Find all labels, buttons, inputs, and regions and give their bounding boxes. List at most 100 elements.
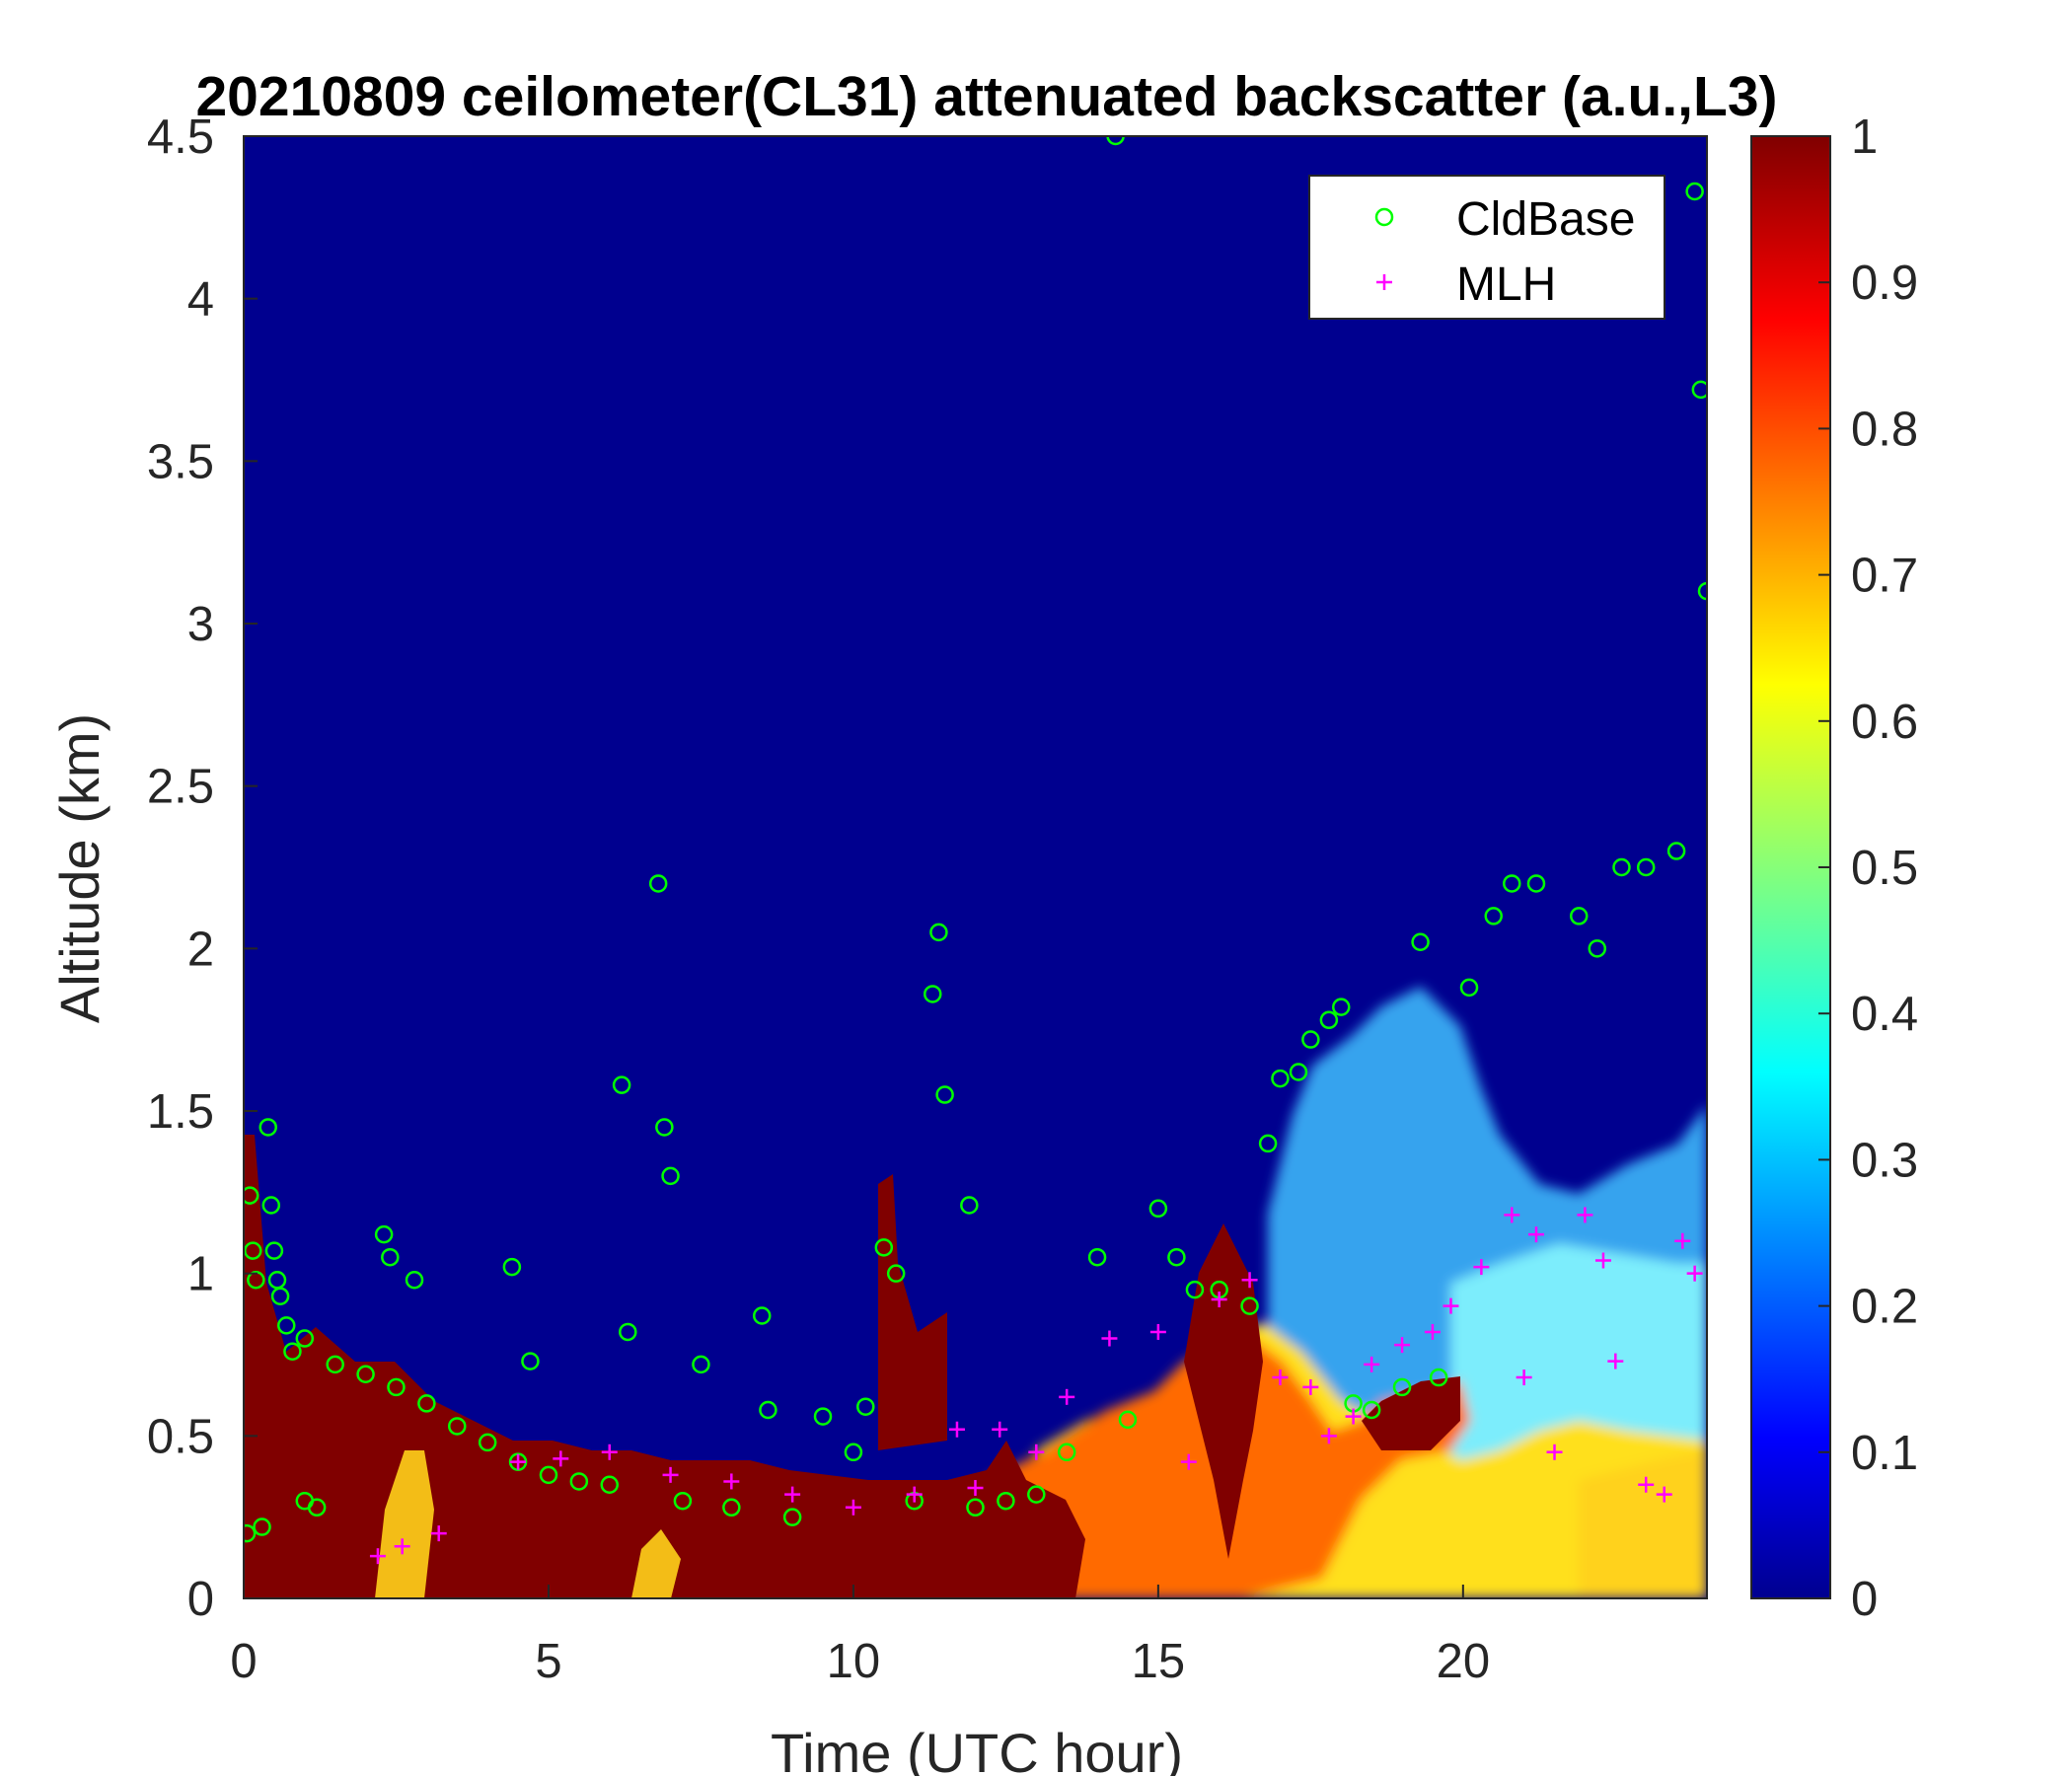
mlh-point: [1241, 1272, 1258, 1289]
cldbase-point: [381, 1247, 400, 1267]
mlh-point: [1424, 1323, 1441, 1340]
y-tick-label: 3: [187, 598, 214, 651]
mlh-point: [1345, 1408, 1362, 1425]
colorbar-tick-label: 0.1: [1851, 1427, 1918, 1480]
cldbase-point: [244, 1241, 262, 1260]
mlh-point: [369, 1548, 386, 1565]
colorbar-tick-label: 0: [1851, 1573, 1878, 1626]
cldbase-point: [387, 1377, 406, 1397]
cldbase-point: [1429, 1368, 1448, 1387]
cldbase-point: [874, 1238, 894, 1257]
mlh-point: [1149, 1323, 1166, 1340]
mlh-point: [1394, 1337, 1411, 1354]
mlh-point: [394, 1538, 410, 1555]
colorbar-tick-label: 0.9: [1851, 257, 1918, 310]
legend: CldBase MLH: [1308, 175, 1665, 320]
cldbase-point: [1588, 939, 1607, 958]
mlh-point: [601, 1443, 618, 1460]
cldbase-point: [374, 1224, 394, 1244]
mlh-point: [1320, 1428, 1337, 1444]
mlh-point: [1594, 1252, 1611, 1269]
plot-frame: [243, 135, 1708, 1599]
colorbar-tick-label: 0.6: [1851, 696, 1918, 749]
colorbar-tick-label: 0.7: [1851, 550, 1918, 603]
colorbar-tick-label: 0.5: [1851, 842, 1918, 895]
cldbase-point: [264, 1241, 284, 1260]
mlh-point: [1504, 1207, 1520, 1223]
mlh-point: [1302, 1378, 1319, 1395]
cldbase-point: [1027, 1485, 1046, 1504]
mlh-point: [1473, 1259, 1490, 1276]
cldbase-point: [1289, 1063, 1308, 1081]
y-tick-label: 0.5: [147, 1410, 214, 1463]
y-tick-label: 0: [187, 1573, 214, 1626]
cldbase-point: [1666, 842, 1686, 860]
cldbase-point: [1697, 581, 1707, 601]
cldbase-point: [1087, 1247, 1107, 1267]
mlh-point: [553, 1450, 569, 1467]
cldbase-point: [569, 1472, 589, 1491]
legend-mlh-marker: [1376, 274, 1392, 290]
mlh-point: [992, 1421, 1008, 1438]
cldbase-point: [1271, 1069, 1290, 1088]
cldbase-point: [1362, 1400, 1381, 1420]
cldbase-point: [417, 1394, 436, 1413]
colorbar-tick-label: 0.8: [1851, 403, 1918, 456]
cldbase-point: [1301, 1030, 1320, 1049]
colorbar-tick-label: 1: [1851, 111, 1878, 164]
mlh-point: [784, 1486, 801, 1503]
y-tick-label: 4.5: [147, 111, 214, 164]
cldbase-point: [997, 1491, 1015, 1511]
cldbase-point: [1258, 1134, 1278, 1153]
mlh-point: [510, 1453, 527, 1470]
mlh-point: [1516, 1369, 1532, 1386]
x-axis: 0 5 10 15 20: [230, 1585, 1490, 1688]
cldbase-point: [1612, 857, 1631, 877]
cldbase-point: [1118, 1410, 1138, 1430]
cldbase-point: [1526, 874, 1546, 893]
x-tick-label: 0: [230, 1635, 257, 1688]
x-tick-label: 10: [827, 1635, 881, 1688]
cldbase-point: [661, 1166, 680, 1186]
legend-mlh-label: MLH: [1456, 259, 1556, 311]
cldbase-point: [856, 1397, 875, 1416]
cldbase-point: [1459, 978, 1479, 998]
mlh-point: [1546, 1443, 1563, 1460]
y-tick-label: 4: [187, 273, 214, 327]
x-tick-label: 15: [1132, 1635, 1186, 1688]
mlh-point: [1577, 1207, 1593, 1223]
legend-box: [1308, 175, 1665, 320]
colorbar-tick-label: 0.3: [1851, 1134, 1918, 1187]
cldbase-point: [1185, 1280, 1205, 1299]
cldbase-point: [478, 1433, 497, 1452]
cldbase-point: [244, 1186, 259, 1205]
cldbase-point: [813, 1407, 833, 1426]
heatmap-darkred-cell: [1362, 1376, 1460, 1450]
mlh-point: [1101, 1330, 1118, 1347]
cldbase-point: [1569, 907, 1589, 925]
cldbase-point: [283, 1342, 302, 1361]
cldbase-point: [655, 1118, 674, 1137]
colorbar-ticks: 0 0.1 0.2 0.3 0.4 0.5 0.6 0.7 0.8 0.9 1: [1818, 111, 1918, 1626]
cldbase-point: [307, 1498, 327, 1517]
cldbase-point: [600, 1475, 619, 1494]
colorbar-tick-label: 0.4: [1851, 988, 1918, 1041]
mlh-point: [1674, 1232, 1691, 1249]
cldbase-point: [356, 1365, 375, 1384]
cldbase-point: [692, 1355, 710, 1374]
colorbar-gradient: [1750, 135, 1831, 1599]
mlh-point: [1364, 1356, 1380, 1372]
cldbase-point: [923, 985, 942, 1003]
legend-cldbase-marker: [1374, 207, 1394, 227]
x-tick-label: 20: [1437, 1635, 1491, 1688]
heatmap-darkred-right: [1184, 1223, 1263, 1559]
mlh-point: [967, 1480, 984, 1497]
cldbase-point: [1057, 1443, 1076, 1462]
cldbase-point: [1691, 380, 1707, 400]
cldbase-point: [759, 1400, 777, 1420]
mlh-point: [662, 1466, 679, 1483]
y-axis: 0 0.5 1 1.5 2 2.5 3 3.5 4 4.5: [147, 111, 258, 1626]
cldbase-point: [261, 1196, 281, 1215]
cldbase-point: [1148, 1199, 1168, 1219]
